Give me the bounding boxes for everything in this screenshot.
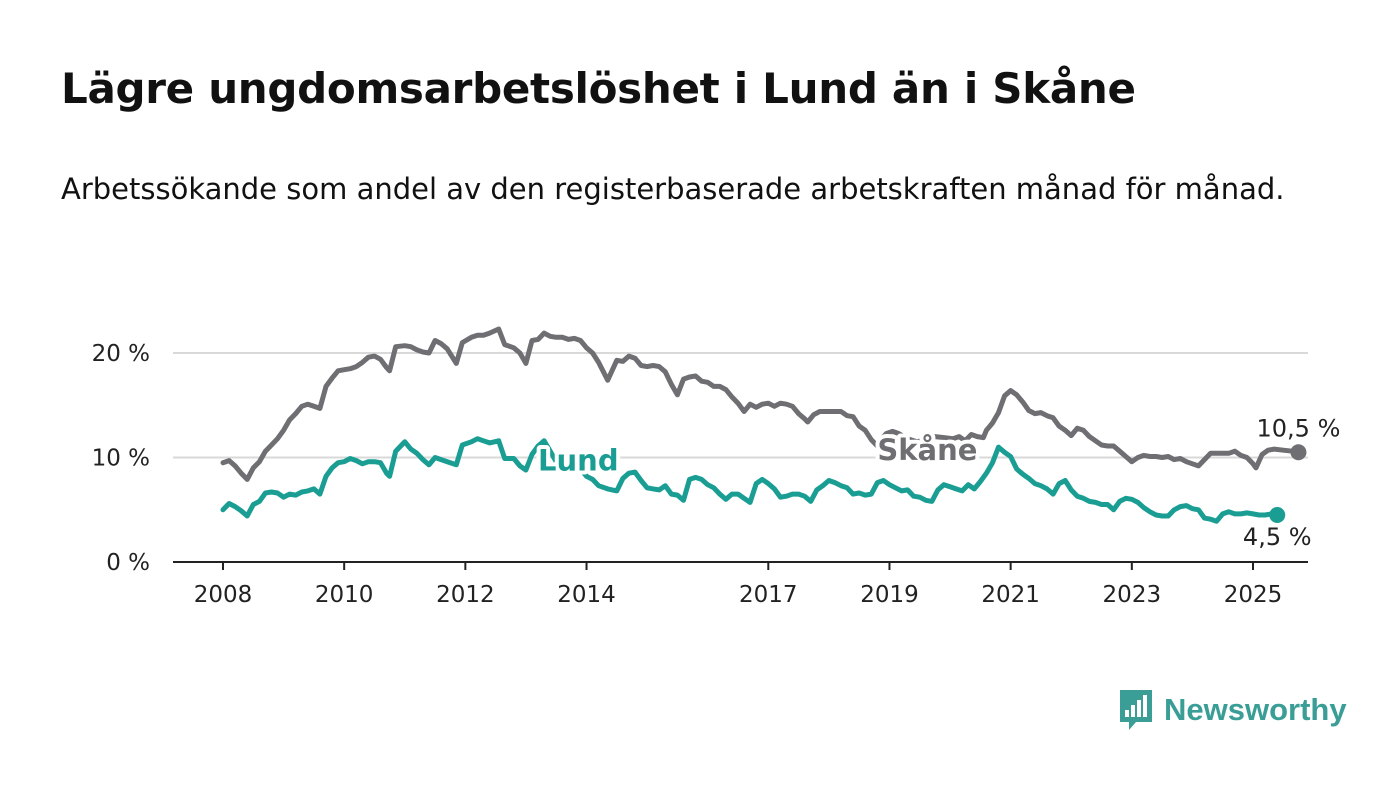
y-tick-label: 10 % (92, 446, 150, 472)
brand-logo: Newsworthy (1118, 688, 1347, 732)
series-label-sk-ne: Skåne (877, 433, 977, 467)
brand-name: Newsworthy (1164, 692, 1347, 727)
x-tick-label: 2023 (1103, 582, 1162, 608)
end-value-label-sk-ne: 10,5 % (1257, 414, 1341, 442)
series-end-point-lund (1269, 506, 1286, 523)
x-tick-label: 2014 (557, 582, 616, 608)
chart-subtitle: Arbetssökande som andel av den registerb… (61, 172, 1285, 206)
end-value-label-lund: 4,5 % (1243, 523, 1312, 551)
series-line-sk-ne (220, 326, 1301, 482)
x-tick-label: 2025 (1224, 582, 1283, 608)
series-end-point-sk-ne (1290, 444, 1307, 461)
x-tick-label: 2008 (194, 582, 253, 608)
series-labels: Skåne 10,5 % Lund 4,5 % (534, 411, 1343, 554)
axes: 0 % 10 % 20 % 2008 2010 2012 2014 2017 2019 2021 2… (92, 341, 1308, 608)
chart-title: Lägre ungdomsarbetslöshet i Lund än i Sk… (61, 64, 1136, 113)
x-tick-label: 2021 (981, 582, 1040, 608)
series-line-lund (220, 436, 1280, 524)
y-tick-label: 20 % (92, 341, 150, 367)
x-tick-label: 2012 (436, 582, 495, 608)
x-tick-label: 2010 (315, 582, 374, 608)
series-lines (220, 326, 1307, 524)
newsworthy-logo-icon (1120, 690, 1152, 730)
series-label-lund: Lund (538, 444, 619, 478)
x-tick-label: 2017 (739, 582, 798, 608)
y-tick-label: 0 % (106, 550, 150, 576)
x-tick-label: 2019 (860, 582, 919, 608)
grid-lines (173, 352, 1308, 459)
